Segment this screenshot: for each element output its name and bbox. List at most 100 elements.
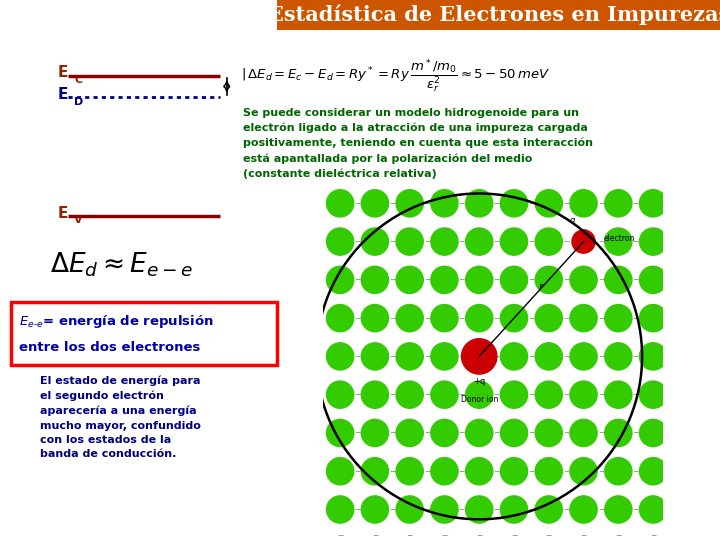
Text: −: − — [615, 531, 621, 540]
Circle shape — [361, 496, 389, 523]
Text: −: − — [354, 352, 361, 361]
Text: −: − — [563, 390, 570, 399]
Text: −: − — [632, 314, 639, 322]
Text: −: − — [563, 352, 570, 361]
Text: −: − — [424, 428, 431, 437]
Text: −: − — [424, 314, 431, 322]
Bar — [11, 302, 277, 364]
Circle shape — [396, 343, 423, 370]
Text: −: − — [441, 340, 448, 349]
Circle shape — [605, 190, 632, 217]
Circle shape — [500, 305, 528, 332]
Text: −: − — [407, 417, 413, 426]
Text: −: − — [372, 455, 378, 464]
Text: $\Delta E_d \approx E_{e-e}$: $\Delta E_d \approx E_{e-e}$ — [50, 251, 193, 279]
Text: −: − — [546, 225, 552, 234]
Text: −: − — [354, 199, 361, 208]
Text: −: − — [650, 302, 657, 311]
Text: −: − — [632, 352, 639, 361]
Text: −: − — [546, 379, 552, 388]
Text: −: − — [459, 505, 465, 514]
Text: −: − — [354, 237, 361, 246]
Circle shape — [462, 339, 497, 374]
Circle shape — [361, 305, 389, 332]
Text: −: − — [372, 340, 378, 349]
Text: −: − — [459, 314, 465, 322]
Text: −: − — [372, 302, 378, 311]
Text: −: − — [407, 531, 413, 540]
Circle shape — [570, 266, 597, 293]
Text: −: − — [632, 428, 639, 437]
Text: −: − — [389, 467, 395, 476]
Text: −: − — [510, 494, 517, 502]
Text: −: − — [493, 237, 500, 246]
Circle shape — [466, 457, 492, 485]
Text: −: − — [337, 340, 343, 349]
Text: −: − — [598, 505, 604, 514]
Circle shape — [466, 496, 492, 523]
Text: −: − — [441, 531, 448, 540]
Circle shape — [431, 381, 458, 408]
Text: −: − — [615, 225, 621, 234]
Text: −: − — [650, 531, 657, 540]
Circle shape — [396, 496, 423, 523]
Text: −: − — [354, 275, 361, 285]
Text: −: − — [615, 494, 621, 502]
Text: −: − — [580, 379, 587, 388]
Text: −: − — [354, 505, 361, 514]
Circle shape — [431, 420, 458, 447]
Text: −: − — [546, 302, 552, 311]
Text: −: − — [632, 275, 639, 285]
Text: −: − — [493, 428, 500, 437]
Circle shape — [535, 266, 562, 293]
Text: −: − — [546, 494, 552, 502]
Text: −: − — [476, 417, 482, 426]
Text: −: − — [615, 379, 621, 388]
Circle shape — [639, 496, 667, 523]
Circle shape — [431, 228, 458, 255]
Circle shape — [431, 266, 458, 293]
Text: $\mathit{E_{e\text{-}e}}$= energía de repulsión: $\mathit{E_{e\text{-}e}}$= energía de re… — [19, 313, 214, 329]
Text: −: − — [389, 275, 395, 285]
Text: −: − — [632, 237, 639, 246]
Circle shape — [570, 381, 597, 408]
Text: −: − — [632, 505, 639, 514]
Text: −: − — [493, 390, 500, 399]
Text: −: − — [650, 455, 657, 464]
Circle shape — [396, 266, 423, 293]
Text: −: − — [546, 531, 552, 540]
Circle shape — [605, 496, 632, 523]
Circle shape — [500, 228, 528, 255]
Text: V: V — [74, 215, 83, 225]
Circle shape — [361, 343, 389, 370]
Text: −: − — [598, 352, 604, 361]
Text: −: − — [337, 264, 343, 273]
Text: −: − — [372, 417, 378, 426]
Text: −: − — [476, 302, 482, 311]
Text: −: − — [528, 505, 534, 514]
Circle shape — [639, 305, 667, 332]
Circle shape — [396, 305, 423, 332]
Circle shape — [431, 457, 458, 485]
Text: −: − — [354, 390, 361, 399]
Circle shape — [466, 266, 492, 293]
Text: −: − — [615, 264, 621, 273]
Text: −: − — [546, 417, 552, 426]
Text: −: − — [546, 264, 552, 273]
Circle shape — [535, 420, 562, 447]
Circle shape — [570, 496, 597, 523]
Text: El estado de energía para
el segundo electrón
aparecería a una energía
mucho may: El estado de energía para el segundo ele… — [40, 375, 200, 460]
Circle shape — [570, 420, 597, 447]
Text: −: − — [510, 417, 517, 426]
Text: −: − — [528, 352, 534, 361]
Text: −: − — [337, 417, 343, 426]
Circle shape — [605, 305, 632, 332]
Circle shape — [500, 381, 528, 408]
Text: −: − — [476, 455, 482, 464]
Circle shape — [396, 420, 423, 447]
Text: −: − — [580, 455, 587, 464]
Text: −: − — [337, 494, 343, 502]
Text: −: − — [407, 455, 413, 464]
Circle shape — [639, 381, 667, 408]
Text: −: − — [510, 302, 517, 311]
